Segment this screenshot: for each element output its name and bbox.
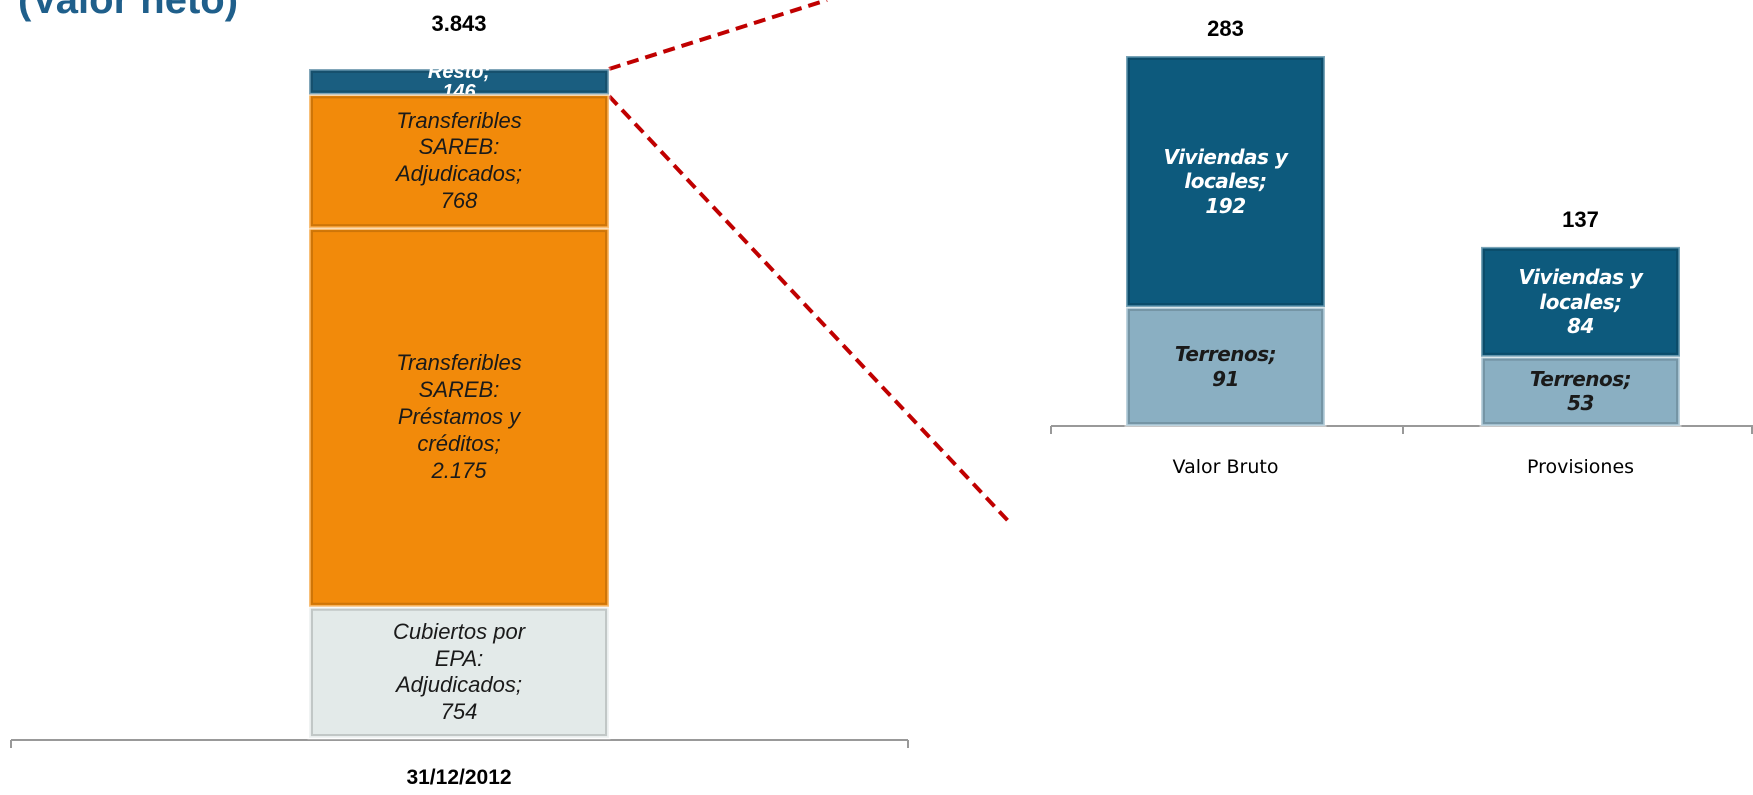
segment-label: Cubiertos por EPA: Adjudicados 754	[309, 607, 609, 738]
x-tick-label: Provisiones	[1526, 456, 1635, 478]
segment-value: 192	[1205, 193, 1246, 218]
bar-segment	[307, 605, 611, 740]
bar-bevel	[1483, 248, 1678, 355]
segment-name: Transferibles SAREB: Adjudicados	[396, 108, 522, 187]
segment-label: Viviendas y locales 84	[1481, 247, 1680, 357]
segment-name: Terrenos	[1530, 367, 1631, 391]
segment-value: 2.175	[431, 457, 487, 483]
segment-name: Terrenos	[1175, 342, 1276, 366]
segment-value: 768	[440, 188, 478, 214]
segment-label: Terrenos 53	[1481, 357, 1680, 426]
bar-segment	[1124, 305, 1327, 428]
bar-segment	[307, 226, 611, 609]
total-label: 3.843	[431, 11, 487, 36]
segment-text: Terrenos 53	[1530, 367, 1631, 416]
bar-bevel	[311, 608, 607, 737]
bar-bevel	[311, 230, 607, 605]
bar-bevel	[1483, 358, 1678, 425]
segment-name: Viviendas y locales	[1519, 265, 1643, 313]
bar-segment	[307, 67, 611, 96]
segment-name: Viviendas y locales	[1164, 145, 1288, 193]
segment-name: Resto	[428, 69, 490, 83]
bar-bevel	[311, 96, 607, 227]
zoom-line	[607, 94, 1014, 527]
bar-bevel	[1128, 58, 1323, 306]
segment-name: Cubiertos por EPA: Adjudicados	[393, 619, 525, 698]
bar-segment	[1479, 245, 1682, 359]
segment-text: Transferibles SAREB: Préstamos y crédito…	[379, 350, 539, 484]
x-tick-label: 31/12/2012	[406, 766, 512, 789]
segment-label: Terrenos 91	[1126, 307, 1325, 426]
segment-text: Viviendas y locales 192	[1151, 145, 1301, 218]
segment-value: 53	[1567, 391, 1594, 416]
segment-value: 146	[442, 80, 476, 95]
segment-text: Transferibles SAREB: Adjudicados 768	[379, 108, 539, 215]
total-label: 137	[1562, 206, 1599, 232]
segment-value: 91	[1212, 366, 1239, 391]
bar-segment	[1479, 355, 1682, 428]
bar-segment	[1124, 54, 1327, 309]
segment-label: Viviendas y locales 192	[1126, 56, 1325, 307]
segment-label: Resto 146	[309, 69, 609, 94]
bar-segment	[307, 92, 611, 230]
x-tick-label: Valor Bruto	[1172, 456, 1279, 478]
segment-value: 84	[1567, 313, 1594, 338]
segment-label: Transferibles SAREB: Préstamos y crédito…	[309, 228, 609, 607]
total-label: 283	[1207, 16, 1244, 41]
zoom-line	[608, 0, 828, 71]
bar-bevel	[1128, 309, 1323, 425]
segment-text: Cubiertos por EPA: Adjudicados 754	[379, 619, 539, 726]
segment-label: Transferibles SAREB: Adjudicados 768	[309, 94, 609, 228]
chart-title: (Valor neto)	[18, 0, 239, 22]
segment-value: 754	[440, 699, 478, 725]
segment-name: Transferibles SAREB: Préstamos y crédito…	[396, 350, 522, 455]
bar-bevel	[311, 71, 607, 93]
segment-text: Terrenos 91	[1175, 342, 1276, 391]
segment-text: Viviendas y locales 84	[1506, 265, 1656, 338]
segment-text: Resto 146	[428, 69, 490, 94]
